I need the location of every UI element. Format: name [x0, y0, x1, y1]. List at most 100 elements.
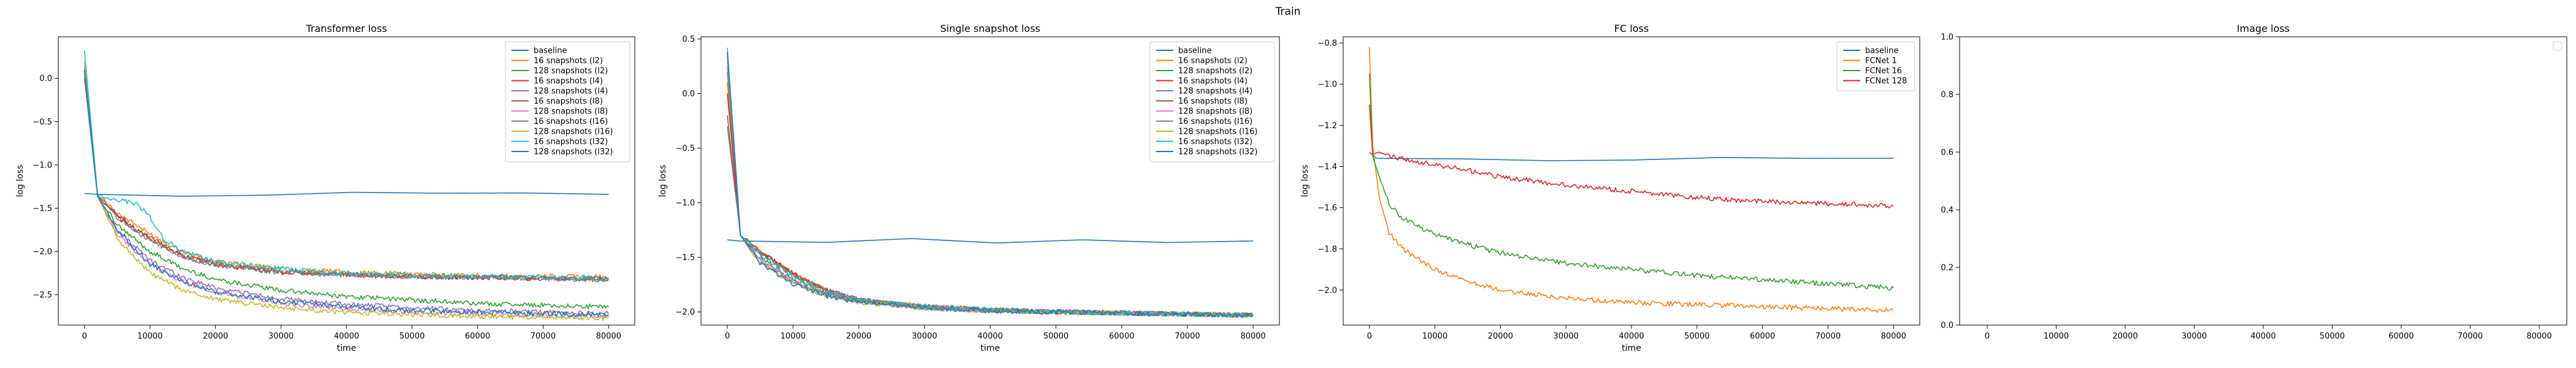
series-line-3: [83, 69, 609, 310]
legend-entry: 128 snapshots (l2): [534, 67, 608, 76]
series-line-10: [83, 50, 609, 282]
y-tick-label: 0.0: [39, 74, 52, 83]
series-line-5: [83, 69, 609, 317]
x-tick-label: 10000: [780, 332, 805, 341]
x-tick-label: 20000: [846, 332, 872, 341]
x-axis-label: time: [337, 343, 356, 353]
legend-frame: [505, 41, 631, 163]
series-line-2: [1368, 47, 1894, 313]
legend-entry: baseline: [1865, 47, 1898, 56]
x-tick-label: 30000: [912, 332, 937, 341]
x-tick-label: 70000: [2458, 332, 2483, 341]
x-tick-label: 40000: [2250, 332, 2275, 341]
legend-entry: 16 snapshots (l2): [534, 56, 603, 66]
legend-entry: 128 snapshots (l16): [534, 128, 613, 137]
legend-entry: 16 snapshots (l16): [1178, 117, 1252, 126]
x-tick-label: 0: [1985, 332, 1990, 341]
panel-2: Single snapshot loss 0 10000 20000 30000 4000…: [658, 23, 1280, 353]
x-tick-label: 50000: [2320, 332, 2345, 341]
legend-entry: 16 snapshots (l4): [1178, 77, 1248, 86]
series-line-4: [1368, 104, 1894, 209]
legend-entry: 128 snapshots (l32): [1178, 148, 1257, 157]
legend-entry: 16 snapshots (l2): [1178, 56, 1248, 66]
y-tick-label: −2.0: [675, 308, 695, 317]
x-tick-label: 60000: [1109, 332, 1134, 341]
panel-4: Image loss 0 10000 20000 30000 40000 50000 6000…: [1941, 23, 2567, 341]
y-tick-label: −1.2: [1317, 121, 1337, 131]
y-tick-label: −1.5: [675, 253, 695, 263]
legend-entry: 128 snapshots (l8): [1178, 107, 1252, 117]
series-line-11: [83, 69, 609, 318]
x-tick-label: 10000: [137, 332, 163, 341]
y-tick-label: −0.5: [675, 144, 695, 153]
x-tick-label: 50000: [399, 332, 424, 341]
legend-entry: FCNet 16: [1865, 67, 1902, 76]
x-tick-label: 30000: [2182, 332, 2207, 341]
x-tick-label: 60000: [1750, 332, 1775, 341]
figure-title: Train: [1275, 6, 1301, 18]
legend-entry: FCNet 1: [1865, 56, 1897, 66]
y-tick-label: 0.2: [1941, 264, 1953, 273]
y-tick-label: 0.5: [682, 35, 695, 44]
series-line-3: [1368, 74, 1894, 291]
y-tick-label: −1.5: [33, 204, 52, 213]
series-group: [83, 50, 609, 321]
plot-frame: [1959, 36, 2567, 326]
x-tick-label: 80000: [2526, 332, 2551, 341]
legend-entry: 16 snapshots (l8): [534, 97, 603, 106]
legend-entry: 128 snapshots (l4): [1178, 87, 1252, 96]
y-tick-label: −0.5: [33, 118, 52, 127]
legend-entry: 16 snapshots (l32): [534, 137, 608, 147]
x-tick-label: 20000: [203, 332, 228, 341]
legend-entry: 128 snapshots (l4): [534, 87, 608, 96]
x-tick-label: 20000: [2112, 332, 2137, 341]
x-tick-label: 80000: [596, 332, 621, 341]
legend-entry: 16 snapshots (l8): [1178, 97, 1248, 106]
series-group: [727, 47, 1254, 318]
x-tick-label: 70000: [531, 332, 556, 341]
x-tick-label: 30000: [1554, 332, 1579, 341]
y-tick-label: −1.0: [33, 161, 52, 170]
x-tick-label: 80000: [1240, 332, 1265, 341]
x-tick-label: 60000: [2388, 332, 2413, 341]
y-tick-label: −2.0: [33, 248, 52, 257]
legend: [2553, 41, 2563, 51]
legend-entry: 128 snapshots (l8): [534, 107, 608, 117]
legend-entry: 128 snapshots (l2): [1178, 67, 1252, 76]
plot-frame: [1343, 36, 1920, 326]
y-tick-label: −2.0: [1317, 286, 1337, 295]
panel-title: Transformer loss: [305, 23, 387, 34]
y-tick-label: 0.0: [1941, 321, 1953, 331]
y-tick-label: 0.6: [1941, 148, 1953, 158]
x-tick-label: 40000: [1619, 332, 1644, 341]
x-tick-label: 10000: [1422, 332, 1447, 341]
legend-entry: 128 snapshots (l16): [1178, 128, 1257, 137]
x-tick-label: 0: [82, 332, 87, 341]
x-tick-label: 60000: [465, 332, 490, 341]
y-tick-label: 0.8: [1941, 91, 1953, 100]
series-line-11: [727, 52, 1254, 318]
x-tick-label: 0: [725, 332, 730, 341]
x-tick-label: 10000: [2044, 332, 2069, 341]
series-line-1: [1369, 151, 1894, 161]
series-line-8: [83, 78, 609, 283]
x-tick-label: 40000: [334, 332, 359, 341]
legend-entry: baseline: [534, 47, 567, 56]
legend-entry: 128 snapshots (l32): [534, 148, 613, 157]
y-tick-label: −1.0: [1317, 80, 1337, 90]
legend-frame: [1836, 41, 1915, 91]
x-tick-label: 50000: [1043, 332, 1068, 341]
x-tick-label: 80000: [1881, 332, 1906, 341]
legend-entry: 16 snapshots (l16): [534, 117, 608, 126]
x-tick-label: 70000: [1175, 332, 1200, 341]
panel-title: Single snapshot loss: [940, 23, 1040, 34]
panel-title: FC loss: [1614, 23, 1649, 34]
series-group: [1368, 47, 1894, 313]
y-tick-label: −1.6: [1317, 204, 1337, 213]
x-tick-label: 40000: [978, 332, 1003, 341]
panel-3: FC loss 0 10000 20000 30000 40000 50000 60000 70…: [1300, 23, 1920, 353]
